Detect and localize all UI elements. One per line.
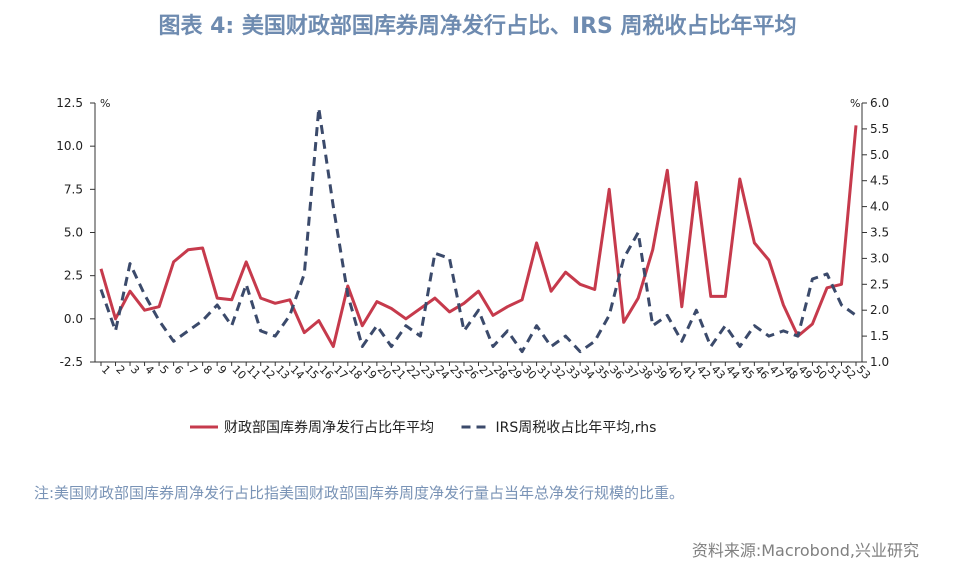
chart-title: 图表 4: 美国财政部国库券周净发行占比、IRS 周税收占比年平均 — [158, 14, 797, 39]
right-tick-label: 1.0 — [870, 355, 889, 369]
left-tick-label: 12.5 — [56, 96, 83, 110]
source-text: 资料来源:Macrobond,兴业研究 — [691, 541, 919, 560]
plot-area — [99, 106, 858, 354]
left-tick-label: 5.0 — [64, 226, 83, 240]
right-axis-unit: % — [850, 97, 860, 110]
legend-label: IRS周税收占比年平均,rhs — [496, 420, 657, 436]
right-tick-label: 4.0 — [870, 200, 889, 214]
legend-label: 财政部国库券周净发行占比年平均 — [224, 420, 434, 436]
right-tick-label: 2.5 — [870, 277, 889, 291]
right-tick-label: 3.0 — [870, 251, 889, 265]
right-tick-label: 6.0 — [870, 96, 889, 110]
right-tick-label: 4.5 — [870, 174, 889, 188]
series-line-issuance — [99, 125, 858, 348]
left-tick-label: 7.5 — [64, 182, 83, 196]
left-tick-label: 10.0 — [56, 139, 83, 153]
legend: 财政部国库券周净发行占比年平均 IRS周税收占比年平均,rhs — [190, 420, 656, 436]
right-tick-label: 2.0 — [870, 303, 889, 317]
chart-note: 注:美国财政部国库券周净发行占比指美国财政部国库券周度净发行量占当年总净发行规模… — [34, 484, 685, 502]
left-tick-label: 2.5 — [64, 269, 83, 283]
left-tick-label: 0.0 — [64, 312, 83, 326]
series-line-irs — [99, 106, 857, 354]
left-axis-unit: % — [100, 97, 110, 110]
right-tick-label: 3.5 — [870, 226, 889, 240]
axes: -2.5 0.0 2.5 5.0 7.5 10.0 12.5 % 1.0 1.5 2.0 2.5 3.0… — [56, 96, 889, 382]
right-tick-label: 5.0 — [870, 148, 889, 162]
right-tick-label: 1.5 — [870, 329, 889, 343]
chart: -2.5 0.0 2.5 5.0 7.5 10.0 12.5 % 1.0 1.5 2.0 2.5 3.0… — [56, 96, 889, 436]
left-tick-label: -2.5 — [60, 355, 83, 369]
right-tick-label: 5.5 — [870, 122, 889, 136]
